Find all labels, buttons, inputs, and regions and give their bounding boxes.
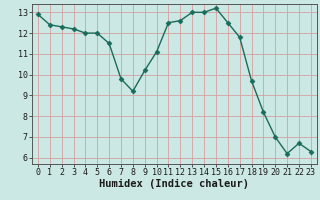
X-axis label: Humidex (Indice chaleur): Humidex (Indice chaleur) xyxy=(100,179,249,189)
